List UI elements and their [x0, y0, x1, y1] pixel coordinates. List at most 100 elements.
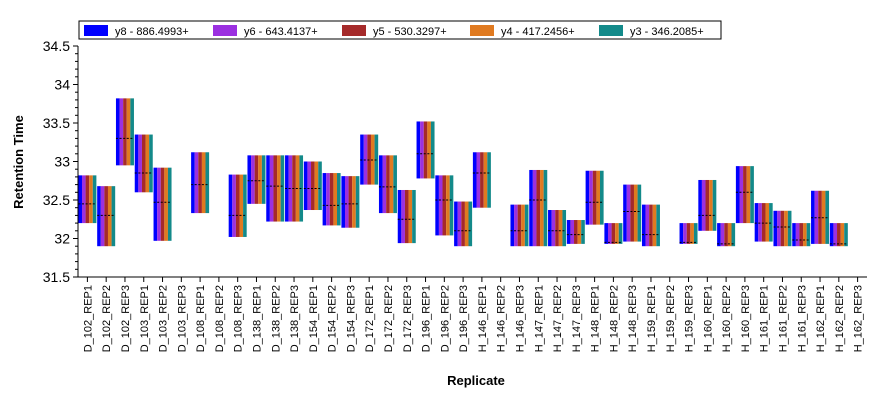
- x-tick-label: D_172_REP3: [402, 285, 414, 352]
- range-bar: [649, 204, 653, 247]
- y-tick-label: 32: [54, 231, 70, 247]
- range-bar: [160, 167, 165, 241]
- range-bar: [201, 152, 206, 214]
- range-bar: [119, 98, 124, 166]
- range-bar: [750, 166, 754, 224]
- range-bar: [235, 174, 240, 237]
- x-tick-label: D_103_REP3: [176, 285, 188, 352]
- range-bar: [401, 189, 405, 244]
- range-bar: [604, 223, 608, 244]
- x-tick-label: H_160_REP3: [740, 285, 752, 352]
- x-tick-label: H_162_REP2: [834, 285, 846, 352]
- range-bar: [145, 134, 150, 193]
- x-tick-label: D_196_REP1: [421, 285, 433, 352]
- x-tick-label: D_108_REP2: [214, 285, 226, 352]
- range-bar: [701, 179, 706, 231]
- range-bar: [746, 166, 751, 224]
- range-bar: [483, 152, 488, 208]
- range-bar: [717, 223, 721, 247]
- range-bar: [799, 223, 804, 247]
- range-bar: [773, 210, 778, 247]
- x-tick-label: H_146_REP1: [477, 285, 489, 352]
- range-bar: [558, 210, 563, 247]
- range-bar: [626, 184, 631, 242]
- range-bar: [656, 204, 660, 247]
- range-bar: [311, 161, 315, 211]
- range-bar: [524, 204, 529, 247]
- range-bar: [382, 155, 387, 214]
- range-bar: [690, 223, 694, 244]
- legend-box: [78, 20, 722, 40]
- range-bar: [765, 203, 770, 242]
- range-bar: [104, 186, 108, 247]
- range-bar: [743, 166, 747, 224]
- range-bar: [438, 175, 443, 236]
- range-bar: [446, 175, 450, 236]
- range-bar: [303, 161, 308, 211]
- range-bar: [247, 155, 252, 204]
- range-bar: [566, 220, 571, 244]
- range-bar: [761, 203, 766, 242]
- range-bar: [423, 121, 428, 179]
- range-bar: [232, 174, 236, 237]
- legend-label: y4 - 417.2456+: [501, 26, 575, 38]
- range-bar: [123, 98, 127, 166]
- range-bar: [623, 184, 627, 242]
- range-bar: [589, 170, 593, 225]
- range-bar: [840, 223, 845, 247]
- range-bar: [630, 184, 634, 242]
- range-bar: [652, 204, 657, 247]
- range-bar: [611, 223, 616, 244]
- range-bar: [100, 186, 105, 247]
- y-axis-title: Retention Time: [11, 115, 26, 209]
- x-tick-label: D_196_REP3: [458, 285, 470, 352]
- x-tick-label: H_146_REP3: [514, 285, 526, 352]
- range-bar: [514, 204, 518, 247]
- x-tick-label: H_159_REP2: [665, 285, 677, 352]
- range-bar: [329, 173, 334, 226]
- range-bar: [254, 155, 259, 204]
- range-bar: [355, 176, 360, 228]
- legend-swatch: [470, 25, 494, 36]
- range-bar: [141, 134, 146, 193]
- y-tick-label: 34.5: [43, 38, 70, 54]
- range-bar: [435, 175, 439, 236]
- range-bar: [562, 210, 567, 247]
- range-bar: [795, 223, 800, 247]
- x-axis-ticks: D_102_REP1 D_102_REP2 D_102_REP3 D_103_REP1…: [82, 277, 865, 352]
- range-bar: [829, 223, 834, 247]
- range-bar: [837, 223, 841, 247]
- range-bar: [758, 203, 762, 242]
- legend-swatch: [599, 25, 623, 36]
- range-bar: [92, 175, 97, 224]
- range-bar: [577, 220, 582, 244]
- x-tick-label: D_196_REP2: [439, 285, 451, 352]
- range-bar: [532, 169, 537, 247]
- range-bar: [784, 210, 788, 247]
- range-bar: [164, 167, 168, 241]
- range-bar: [686, 223, 691, 244]
- range-bar: [280, 155, 285, 222]
- x-tick-label: D_138_REP2: [270, 285, 282, 352]
- range-bar: [754, 203, 759, 242]
- range-bar: [318, 161, 322, 211]
- range-bar: [115, 98, 120, 166]
- range-bar: [442, 175, 447, 236]
- range-bar: [277, 155, 281, 222]
- range-bar: [521, 204, 525, 247]
- range-bar: [341, 176, 345, 228]
- range-bar: [337, 173, 341, 226]
- legend-swatch: [342, 25, 366, 36]
- range-bar: [378, 155, 383, 214]
- range-bar: [344, 176, 349, 228]
- range-bar: [548, 210, 552, 247]
- range-bar: [735, 166, 740, 224]
- range-bar: [404, 189, 409, 244]
- range-bar: [679, 223, 684, 244]
- range-bar: [787, 210, 792, 247]
- range-bar: [833, 223, 838, 247]
- range-bar: [739, 166, 744, 224]
- range-bar: [326, 173, 330, 226]
- range-bar: [618, 223, 623, 244]
